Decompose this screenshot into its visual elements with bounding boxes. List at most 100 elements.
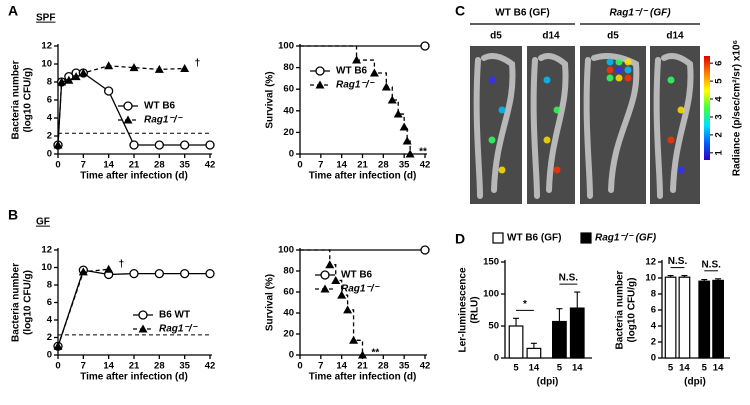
y-axis-label: Bacteria number xyxy=(11,263,22,342)
signal xyxy=(488,76,496,84)
y-axis-label: (log10 CFU/g) xyxy=(627,278,638,343)
bar xyxy=(664,276,677,359)
significance-mark: ** xyxy=(419,147,427,158)
x-tick-label: 5 xyxy=(702,363,708,374)
y-tick-label: 0 xyxy=(494,353,499,364)
colorbar-tick-label: 2 xyxy=(714,132,725,137)
marker xyxy=(180,140,190,150)
significance-mark: † xyxy=(195,58,201,69)
colorbar-tick-label: 6 xyxy=(714,61,725,66)
legend-label: Rag1⁻/⁻ (GF) xyxy=(595,233,657,244)
significance-mark: ** xyxy=(372,348,380,359)
y-tick-label: 12 xyxy=(645,257,656,268)
signal xyxy=(553,166,561,174)
day-label: d14 xyxy=(542,31,560,42)
error-bar xyxy=(556,308,563,322)
x-tick-label: 14 xyxy=(572,363,583,374)
significance-mark: N.S. xyxy=(559,273,579,284)
marker xyxy=(337,290,347,299)
signal xyxy=(667,136,675,144)
legend-marker xyxy=(315,80,325,89)
colorbar-tick-label: 3 xyxy=(714,114,725,119)
colorbar-tick-label: 5 xyxy=(714,78,725,84)
x-tick-label: 0 xyxy=(55,361,60,372)
marker xyxy=(71,72,81,81)
series-line xyxy=(57,72,210,146)
y-tick-label: 4 xyxy=(47,315,53,326)
legend-marker xyxy=(320,270,330,280)
x-tick-label: 0 xyxy=(297,361,302,372)
marker xyxy=(369,68,379,77)
y-axis-label: Ler-luminescence xyxy=(458,267,469,352)
y-axis-label: (RLU) xyxy=(470,296,481,323)
colorbar-tick-label: 4 xyxy=(714,96,725,102)
signal xyxy=(615,66,623,74)
y-tick-label: 60 xyxy=(283,84,294,95)
x-tick-label: 35 xyxy=(179,160,190,171)
marker xyxy=(53,140,63,149)
marker xyxy=(129,63,139,72)
marker xyxy=(420,245,430,255)
y-tick-label: 4 xyxy=(651,321,657,332)
signal xyxy=(543,136,551,144)
x-tick-label: 0 xyxy=(297,160,302,171)
legend-marker xyxy=(123,101,133,111)
legend-marker xyxy=(138,324,148,333)
panel-subtitle: SPF xyxy=(36,13,55,24)
marker xyxy=(78,68,88,77)
marker xyxy=(154,268,164,279)
legend-swatch xyxy=(492,232,504,244)
x-tick-label: 21 xyxy=(357,361,368,372)
marker xyxy=(57,77,67,86)
y-tick-label: 80 xyxy=(283,266,294,277)
marker xyxy=(343,305,353,314)
colorbar-tick-label: 1 xyxy=(714,149,725,155)
y-tick-label: 100 xyxy=(278,245,294,256)
bar xyxy=(508,325,524,359)
y-tick-label: 10 xyxy=(41,59,52,70)
legend-label: WT B6 xyxy=(144,101,176,112)
marker xyxy=(352,55,362,64)
signal xyxy=(553,106,561,114)
panel-label: D xyxy=(455,231,465,247)
signal xyxy=(677,106,685,114)
intestine xyxy=(530,53,569,199)
x-tick-label: 28 xyxy=(378,361,389,372)
marker xyxy=(205,140,215,150)
significance-mark: † xyxy=(119,259,125,270)
significance-mark: * xyxy=(523,299,527,310)
x-tick-label: 21 xyxy=(129,361,140,372)
signal xyxy=(498,166,506,174)
y-tick-label: 100 xyxy=(483,289,499,300)
significance-mark: N.S. xyxy=(668,256,688,267)
signal xyxy=(624,58,632,66)
marker xyxy=(402,136,412,145)
colorbar xyxy=(704,56,710,160)
y-axis-label: Survival (%) xyxy=(265,71,276,128)
bar xyxy=(551,320,567,359)
y-axis-label: (log10 CFU/g) xyxy=(23,68,34,133)
marker xyxy=(154,64,164,73)
bar xyxy=(678,276,691,359)
legend-swatch xyxy=(580,232,592,244)
y-tick-label: 40 xyxy=(283,105,294,116)
marker xyxy=(405,149,415,158)
signal xyxy=(615,74,623,82)
legend-label: WT B6 xyxy=(341,270,373,281)
x-tick-label: 42 xyxy=(420,361,431,372)
y-tick-label: 80 xyxy=(283,62,294,73)
x-axis-label: Time after infection (d) xyxy=(309,372,417,383)
panel-label: A xyxy=(8,3,18,19)
y-tick-label: 40 xyxy=(283,308,294,319)
signal xyxy=(543,76,551,84)
x-tick-label: 7 xyxy=(318,160,323,171)
signal xyxy=(615,58,623,66)
intestine xyxy=(473,53,516,199)
x-axis-label: Time after infection (d) xyxy=(80,372,188,383)
x-tick-label: 42 xyxy=(205,160,216,171)
marker xyxy=(381,82,391,91)
x-tick-label: 35 xyxy=(399,160,410,171)
y-tick-label: 4 xyxy=(47,113,53,124)
x-tick-label: 7 xyxy=(81,160,86,171)
x-axis-label: (dpi) xyxy=(684,377,706,388)
